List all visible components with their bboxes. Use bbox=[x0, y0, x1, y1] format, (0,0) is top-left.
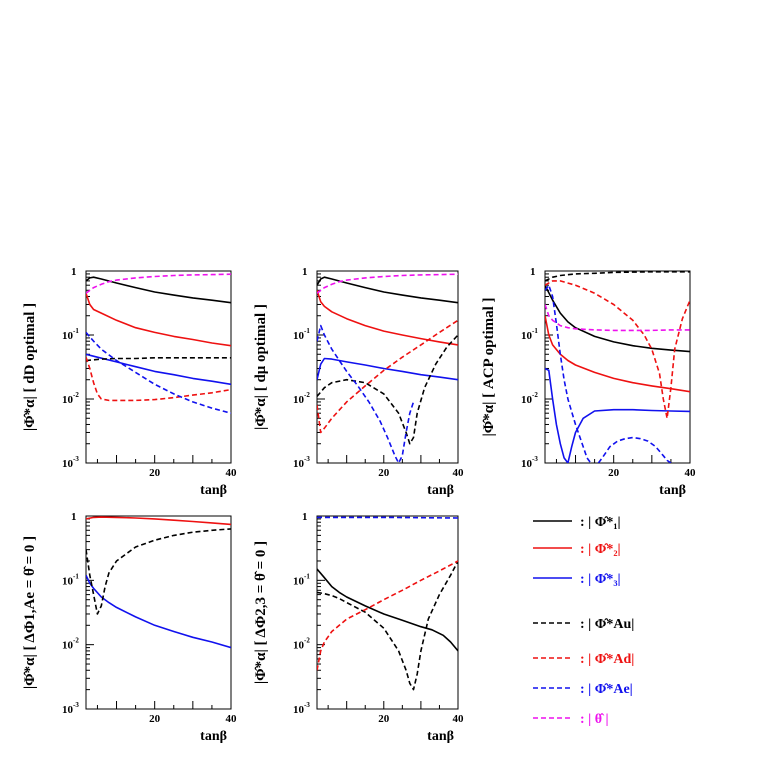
series-line-theta bbox=[317, 273, 458, 294]
series-line-phi3 bbox=[86, 353, 231, 386]
y-axis-label: |Φ̂*α| [ ACP optimal ] bbox=[481, 297, 497, 436]
chart-panels: 10-3 10-2 10-1 1 20 40 tanβ |Φ̂*α| [ dD optimal… bbox=[22, 266, 696, 744]
chart-panel-5: 10-3 10-2 10-1 1 20 40 tanβ |Φ̂*α| [ ΔΦ2,3 = θ̂… bbox=[253, 511, 464, 744]
x-tick-label: 20 bbox=[608, 467, 620, 479]
series-line-phi2 bbox=[317, 290, 458, 346]
y-tick-label: 10-2 bbox=[521, 391, 538, 406]
y-tick-label: 10-3 bbox=[62, 701, 79, 716]
x-tick-label: 40 bbox=[226, 467, 238, 479]
x-tick-label: 40 bbox=[453, 467, 465, 479]
legend-label: : | Φ̂*Au| bbox=[580, 617, 634, 632]
legend-item-phi3: : | Φ̂*₃| bbox=[533, 572, 621, 587]
y-tick-label: 1 bbox=[302, 266, 308, 278]
series-line-theta bbox=[86, 273, 231, 294]
legend-label: : | Φ̂*Ad| bbox=[580, 652, 634, 667]
legend-item-phiAd: : | Φ̂*Ad| bbox=[533, 652, 634, 667]
y-axis-label: |Φ̂*α| [ dD optimal ] bbox=[22, 303, 38, 431]
series-line-phiAu bbox=[86, 528, 231, 615]
y-tick-label: 10-1 bbox=[521, 327, 538, 342]
y-axis-label: |Φ̂*α| [ ΔΦ2,3 = θ̂ = 0 ] bbox=[253, 541, 269, 684]
series-line-phi3 bbox=[545, 367, 690, 463]
y-tick-label: 1 bbox=[71, 266, 77, 278]
y-tick-label: 10-3 bbox=[521, 455, 538, 470]
series-line-phiAu bbox=[317, 334, 458, 445]
y-tick-label: 10-3 bbox=[293, 455, 310, 470]
x-axis-label: tanβ bbox=[200, 729, 227, 744]
legend-label: : | Φ̂*Ae| bbox=[580, 682, 633, 697]
series-line-phiAe bbox=[317, 516, 458, 519]
legend-item-phi2: : | Φ̂*₂| bbox=[533, 542, 621, 557]
plot-frame bbox=[316, 515, 459, 710]
legend-label: : | Φ̂*₂| bbox=[580, 542, 621, 557]
series-line-phiAu bbox=[86, 356, 231, 362]
series-line-phiAd bbox=[317, 319, 458, 434]
x-tick-label: 40 bbox=[226, 713, 238, 725]
y-tick-label: 10-2 bbox=[293, 391, 310, 406]
x-axis-label: tanβ bbox=[427, 483, 454, 498]
legend-label: : | Φ̂*₁| bbox=[580, 515, 621, 530]
series-line-phiAu bbox=[317, 560, 458, 691]
legend-item-phiAu: : | Φ̂*Au| bbox=[533, 617, 634, 632]
y-tick-label: 1 bbox=[302, 511, 308, 523]
y-tick-label: 10-3 bbox=[293, 701, 310, 716]
y-tick-label: 10-2 bbox=[62, 637, 79, 652]
y-tick-label: 10-1 bbox=[62, 327, 79, 342]
series-line-phiAd bbox=[86, 356, 231, 402]
series-line-phiAe bbox=[86, 331, 231, 414]
y-tick-label: 10-1 bbox=[62, 572, 79, 587]
chart-panel-2: 10-3 10-2 10-1 1 20 40 tanβ |Φ̂*α| [ dμ optimal… bbox=[253, 266, 464, 498]
y-axis-label: |Φ̂*α| [ dμ optimal ] bbox=[253, 304, 269, 430]
y-tick-label: 10-2 bbox=[293, 637, 310, 652]
series-line-phiAe bbox=[597, 436, 672, 463]
series-line-phi3 bbox=[317, 357, 458, 381]
series-line-phi1 bbox=[86, 276, 231, 304]
x-tick-label: 20 bbox=[378, 713, 390, 725]
chart-panel-4: 10-3 10-2 10-1 1 20 40 tanβ |Φ̂*α| [ ΔΦ1,Ae = θ… bbox=[22, 511, 237, 744]
series-line-theta bbox=[545, 304, 690, 332]
y-tick-label: 1 bbox=[530, 266, 536, 278]
series-line-phiAu bbox=[545, 271, 690, 282]
plot-frame bbox=[85, 515, 232, 710]
series-line-phi2 bbox=[86, 516, 231, 526]
chart-panel-3: 10-3 10-2 10-1 1 20 40 tanβ |Φ̂*α| [ ACP optima… bbox=[481, 266, 696, 498]
legend-item-phiAe: : | Φ̂*Ae| bbox=[533, 682, 633, 697]
y-tick-label: 1 bbox=[71, 511, 77, 523]
x-tick-label: 20 bbox=[149, 713, 161, 725]
series-line-phi1 bbox=[317, 568, 458, 652]
y-tick-label: 10-1 bbox=[293, 572, 310, 587]
chart-panel-1: 10-3 10-2 10-1 1 20 40 tanβ |Φ̂*α| [ dD optimal… bbox=[22, 266, 237, 498]
y-tick-label: 10-1 bbox=[293, 327, 310, 342]
x-axis-label: tanβ bbox=[200, 483, 227, 498]
series-line-phiAd bbox=[317, 560, 458, 671]
x-axis-label: tanβ bbox=[659, 483, 686, 498]
x-axis-label: tanβ bbox=[427, 729, 454, 744]
legend-item-phi1: : | Φ̂*₁| bbox=[533, 515, 621, 530]
series-line-phi1 bbox=[545, 284, 690, 353]
legend-label: : | Φ̂*₃| bbox=[580, 572, 621, 587]
series-line-phiAd bbox=[545, 280, 690, 420]
plot-frame bbox=[85, 270, 232, 464]
y-tick-label: 10-2 bbox=[62, 391, 79, 406]
x-tick-label: 20 bbox=[378, 467, 390, 479]
series-line-phi2 bbox=[545, 315, 690, 393]
series-line-phiAe bbox=[317, 324, 415, 463]
x-tick-label: 20 bbox=[149, 467, 161, 479]
series-line-phi3 bbox=[86, 574, 231, 649]
series-line-phiAe bbox=[545, 284, 592, 463]
plot-frame bbox=[544, 270, 691, 464]
y-tick-label: 10-3 bbox=[62, 455, 79, 470]
plot-frame bbox=[316, 270, 459, 464]
legend-label: : | θ̂ | bbox=[580, 712, 609, 727]
legend-item-theta: : | θ̂ | bbox=[533, 712, 609, 727]
x-tick-label: 40 bbox=[685, 467, 697, 479]
legend: : | Φ̂*₁| : | Φ̂*₂| : | Φ̂*₃| : | Φ̂*Au| : |… bbox=[533, 515, 634, 727]
y-axis-label: |Φ̂*α| [ ΔΦ1,Ae = θ̂ = 0 ] bbox=[22, 536, 38, 689]
series-line-phi1 bbox=[317, 276, 458, 304]
x-tick-label: 40 bbox=[453, 713, 465, 725]
series-line-phi2 bbox=[86, 292, 231, 347]
